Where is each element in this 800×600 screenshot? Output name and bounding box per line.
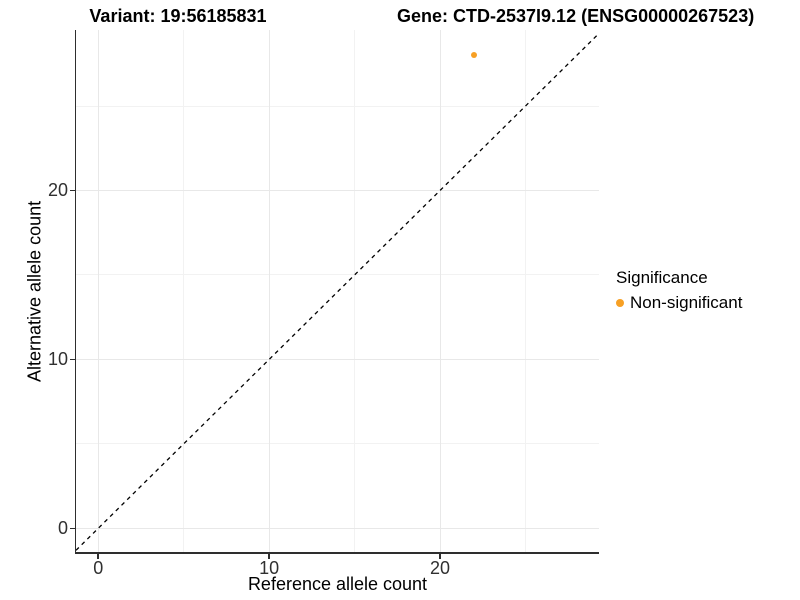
legend-item: Non-significant bbox=[616, 293, 742, 313]
gridline bbox=[525, 30, 526, 552]
y-tick-mark bbox=[69, 189, 75, 192]
x-tick-label: 20 bbox=[430, 558, 451, 578]
y-axis-label: Alternative allele count bbox=[24, 200, 45, 382]
x-tick-label: 10 bbox=[259, 558, 280, 578]
y-tick-label: 20 bbox=[47, 180, 68, 201]
y-tick-mark bbox=[69, 527, 75, 530]
gridline bbox=[76, 443, 599, 445]
y-tick-mark bbox=[69, 358, 75, 361]
gridline bbox=[97, 30, 99, 552]
data-point bbox=[471, 52, 478, 59]
x-axis-label: Reference allele count bbox=[247, 574, 428, 594]
x-tick-mark bbox=[268, 553, 270, 559]
y-tick-label: 0 bbox=[57, 518, 68, 539]
gridline bbox=[268, 30, 270, 552]
legend-title: Significance bbox=[616, 268, 708, 287]
gridline bbox=[183, 30, 185, 552]
gridline bbox=[76, 189, 599, 191]
identity-line bbox=[76, 32, 599, 551]
gridline bbox=[76, 105, 599, 107]
gridline bbox=[354, 30, 356, 552]
plot-panel bbox=[76, 30, 599, 552]
gridline bbox=[76, 527, 599, 529]
variant-title: Variant: 19:56185831 bbox=[89, 6, 267, 26]
legend-point-icon bbox=[616, 299, 624, 307]
y-tick-label: 10 bbox=[47, 349, 68, 370]
legend: Significance Non-significant bbox=[616, 268, 742, 313]
y-axis-line bbox=[74, 30, 76, 554]
x-axis-line bbox=[74, 552, 599, 554]
gridline bbox=[76, 274, 599, 276]
x-tick-label: 0 bbox=[93, 558, 104, 578]
x-tick-mark bbox=[439, 553, 441, 559]
x-tick-mark bbox=[97, 553, 99, 559]
gridline bbox=[439, 30, 441, 552]
gene-title: Gene: CTD-2537I9.12 (ENSG00000267523) bbox=[397, 6, 755, 26]
gridline bbox=[76, 358, 599, 360]
legend-item-label: Non-significant bbox=[630, 293, 743, 312]
